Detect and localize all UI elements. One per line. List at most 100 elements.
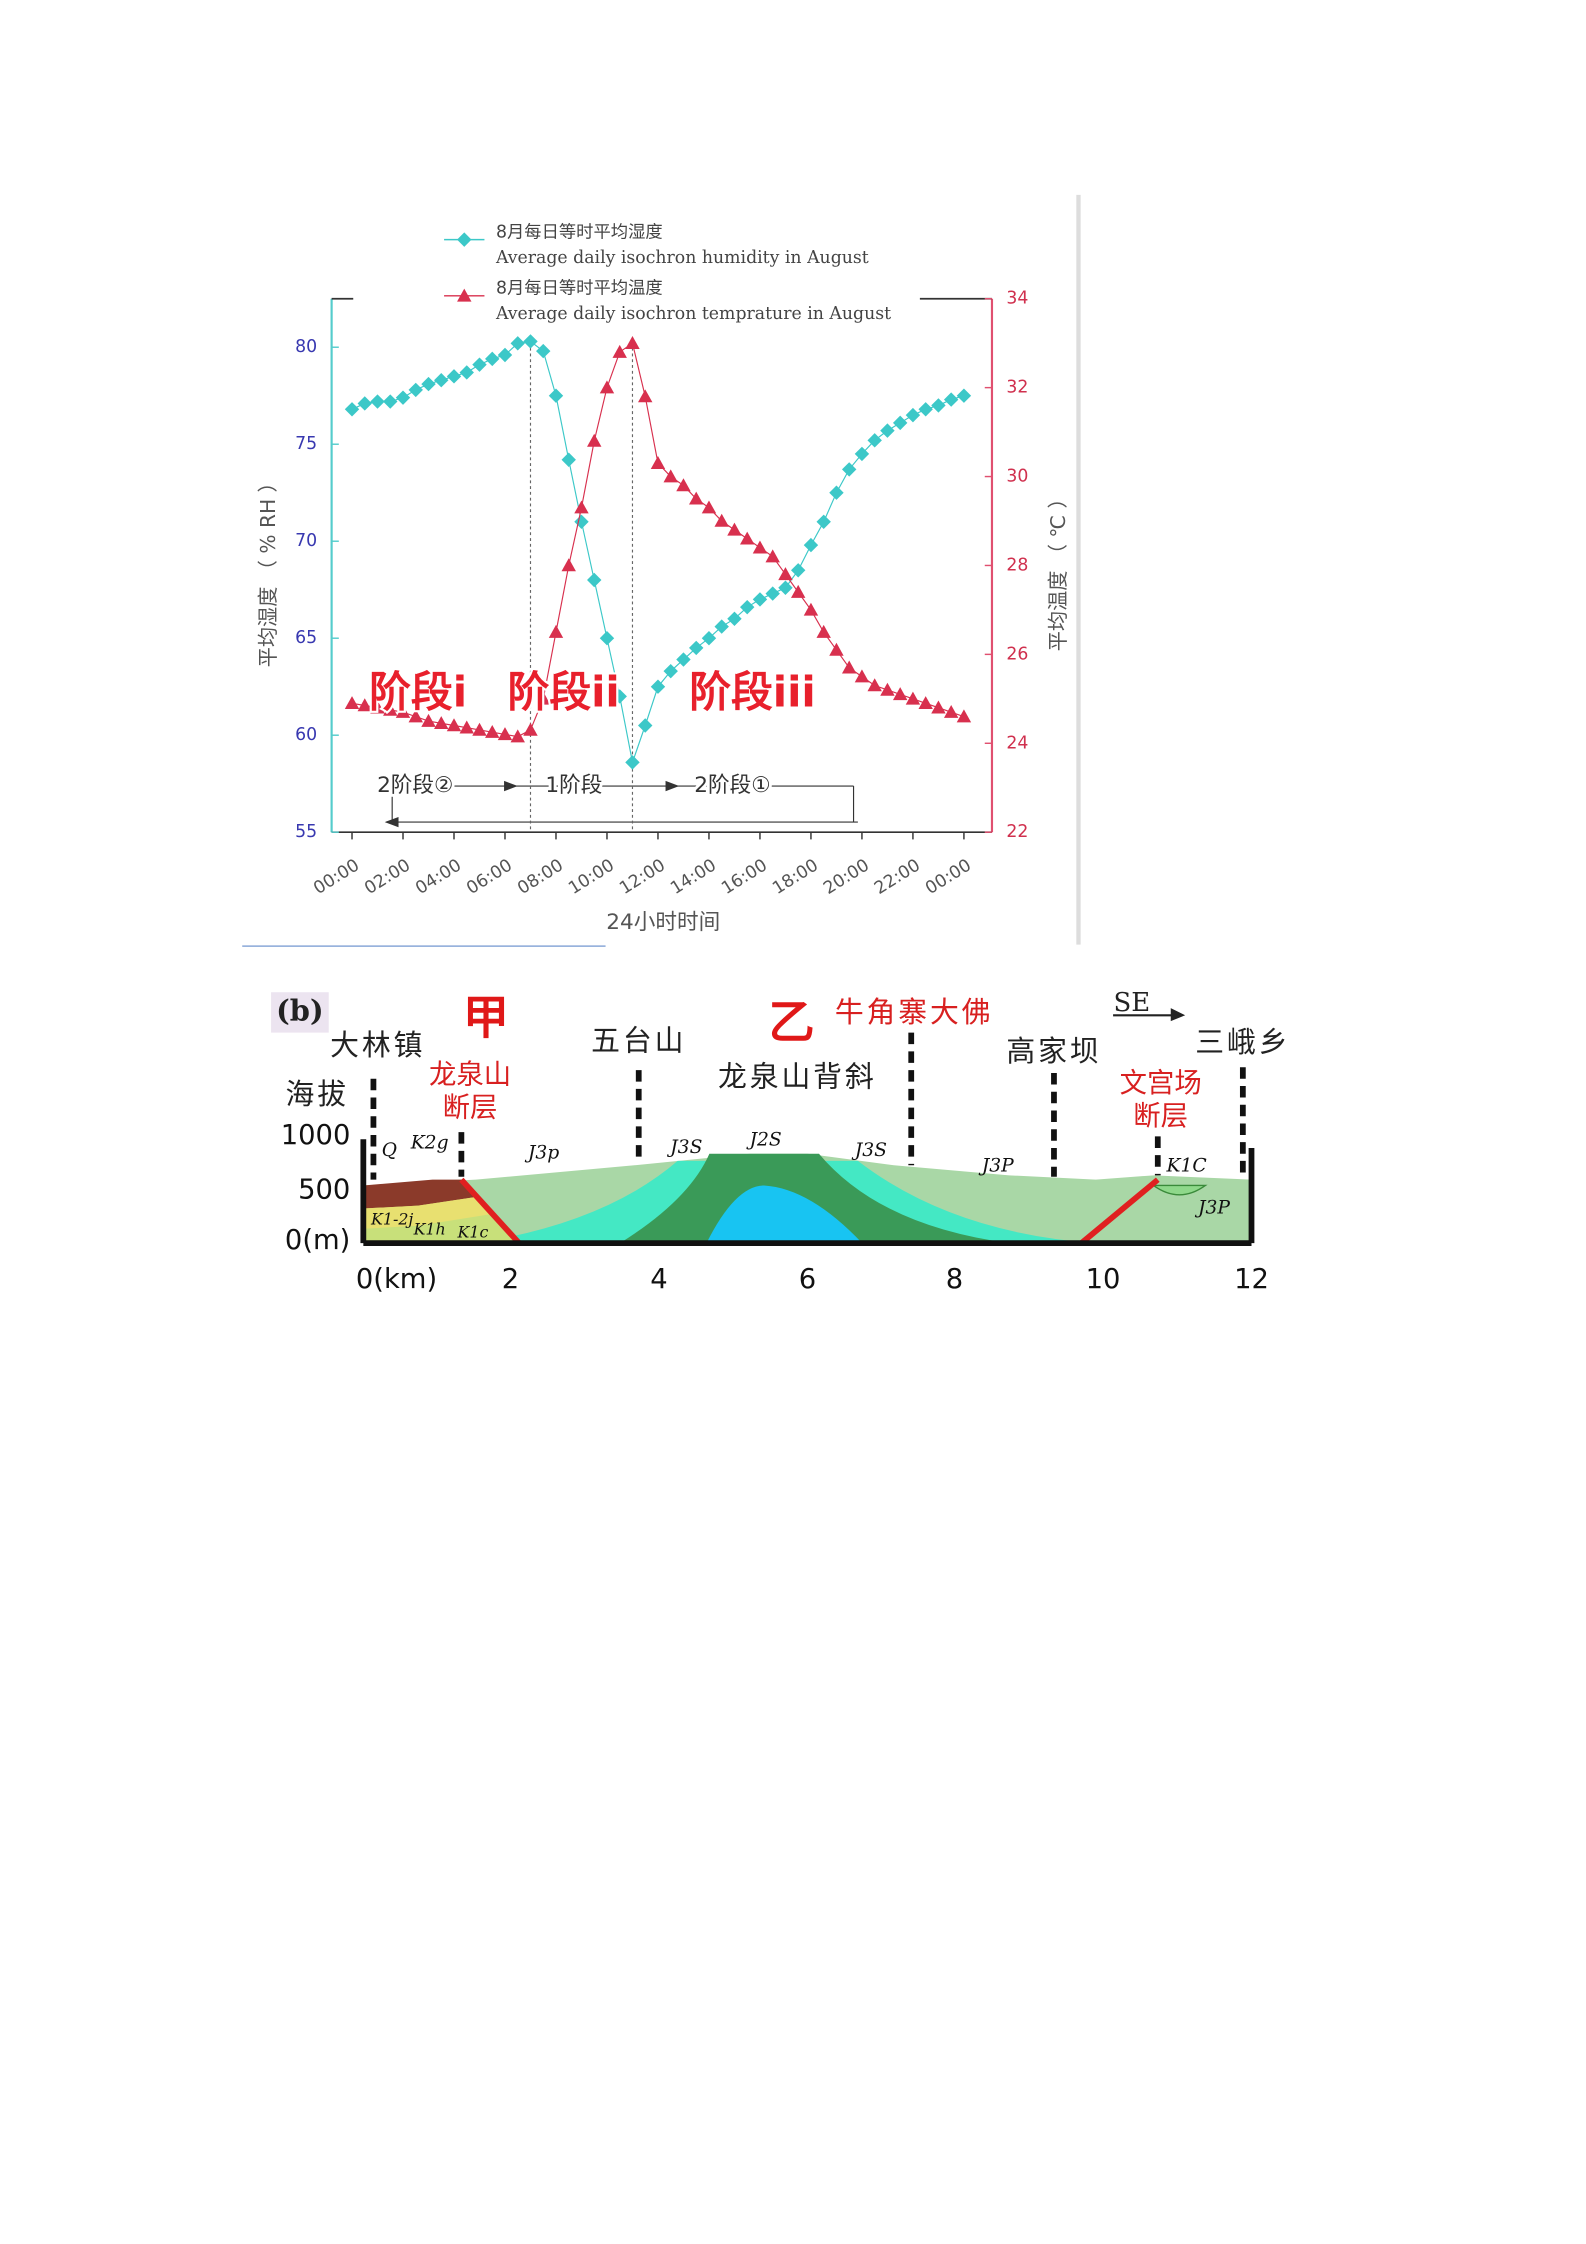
y2-tick-label: 32 bbox=[1006, 378, 1028, 398]
distance-tick: 12 bbox=[1234, 1264, 1269, 1295]
point-marker bbox=[854, 669, 870, 683]
point-marker bbox=[357, 396, 372, 411]
point-marker bbox=[841, 462, 857, 477]
point-marker bbox=[803, 537, 819, 553]
point-marker bbox=[421, 713, 436, 727]
point-marker bbox=[599, 630, 615, 646]
legend-label: 8月每日等时平均温度 bbox=[496, 279, 663, 299]
y-tick-label: 65 bbox=[295, 628, 317, 648]
layer-k2g bbox=[363, 1179, 476, 1209]
point-marker bbox=[650, 679, 666, 694]
y-axis-label: 平均湿度 （ % RH ） bbox=[256, 472, 280, 667]
cross-section: (b) SE 甲 乙 牛角寨大佛 大林镇 五台山 龙泉山背斜 高家坝 bbox=[271, 988, 1290, 1295]
point-marker bbox=[459, 720, 474, 734]
x-tick-label: 06:00 bbox=[463, 855, 516, 898]
point-marker bbox=[548, 624, 564, 638]
point-marker bbox=[587, 572, 602, 588]
legend-label: Average daily isochron humidity in Augus… bbox=[495, 248, 869, 268]
formation-label: J3P bbox=[978, 1156, 1014, 1177]
y2-tick-label: 26 bbox=[1006, 644, 1028, 664]
point-marker bbox=[612, 344, 627, 358]
fault-label: 文宫场 bbox=[1120, 1068, 1202, 1099]
point-marker bbox=[561, 452, 576, 467]
point-marker bbox=[931, 398, 946, 413]
point-marker bbox=[714, 513, 729, 527]
point-marker bbox=[676, 652, 691, 667]
elevation-tick: 500 bbox=[298, 1175, 350, 1206]
point-marker bbox=[880, 423, 895, 438]
point-marker bbox=[727, 611, 742, 627]
place-label: 龙泉山背斜 bbox=[718, 1060, 877, 1094]
formation-label: K1-2j bbox=[370, 1210, 413, 1229]
point-marker bbox=[689, 640, 704, 656]
formation-label: K2g bbox=[410, 1133, 449, 1154]
point-marker bbox=[905, 407, 921, 423]
point-marker bbox=[408, 709, 423, 723]
panel-label-bg bbox=[271, 992, 329, 1033]
fault-label: 龙泉山 bbox=[429, 1059, 511, 1090]
point-marker bbox=[854, 446, 870, 462]
place-label: 三峨乡 bbox=[1195, 1025, 1290, 1059]
arrow-head bbox=[665, 780, 680, 792]
stage-annotation: 阶段iii bbox=[689, 668, 816, 717]
formation-labels: Q K2g J3p J3S J2S J3S J3P K1C J3P K1-2j … bbox=[370, 1130, 1230, 1242]
point-marker bbox=[459, 365, 474, 380]
y-tick-label: 75 bbox=[295, 434, 317, 454]
point-marker bbox=[548, 388, 564, 403]
point-marker bbox=[778, 580, 793, 595]
x-axis-label: 24小时时间 bbox=[606, 910, 720, 935]
point-marker bbox=[701, 630, 717, 646]
point-marker bbox=[867, 678, 882, 692]
point-marker bbox=[395, 704, 411, 718]
point-marker bbox=[408, 382, 423, 398]
y2-axis-label: 平均温度 （ ℃ ） bbox=[1046, 488, 1070, 651]
point-marker bbox=[587, 433, 602, 447]
point-marker bbox=[344, 696, 360, 710]
formation-label: K1h bbox=[413, 1220, 446, 1239]
direction-arrow-head bbox=[1170, 1008, 1186, 1022]
y-tick-label: 55 bbox=[295, 822, 317, 842]
place-label: 高家坝 bbox=[1006, 1034, 1101, 1068]
x-tick-label: 18:00 bbox=[769, 855, 822, 898]
point-marker bbox=[841, 660, 857, 674]
point-marker bbox=[943, 704, 959, 718]
point-marker bbox=[370, 394, 385, 409]
point-marker bbox=[880, 682, 895, 696]
distance-tick: 4 bbox=[650, 1264, 667, 1295]
point-marker bbox=[752, 592, 768, 607]
formation-label: J2S bbox=[745, 1130, 781, 1151]
point-marker bbox=[536, 343, 551, 359]
elevation-label: 海拔 bbox=[285, 1077, 348, 1111]
point-marker bbox=[638, 389, 653, 403]
y2-tick-label: 30 bbox=[1006, 467, 1028, 487]
point-marker bbox=[663, 469, 678, 483]
direction-label: SE bbox=[1113, 988, 1150, 1018]
point-marker bbox=[485, 724, 500, 738]
x-tick-label: 16:00 bbox=[718, 855, 771, 898]
fault-line bbox=[1079, 1177, 1160, 1246]
point-marker bbox=[663, 663, 678, 679]
fault-label: 断层 bbox=[1133, 1101, 1188, 1132]
point-marker bbox=[739, 599, 755, 615]
point-marker bbox=[892, 415, 908, 431]
point-marker bbox=[650, 456, 666, 469]
point-marker bbox=[829, 485, 844, 500]
stage-arrow-label: 2阶段① bbox=[694, 773, 770, 798]
formation-label: Q bbox=[382, 1140, 397, 1161]
point-marker bbox=[765, 586, 780, 601]
y2-tick-label: 34 bbox=[1006, 289, 1028, 309]
point-marker bbox=[714, 619, 729, 634]
x-tick-label: 00:00 bbox=[922, 855, 975, 898]
point-marker bbox=[701, 500, 717, 514]
point-marker bbox=[574, 500, 589, 514]
y2-tick-label: 22 bbox=[1006, 822, 1028, 842]
point-marker bbox=[383, 702, 398, 716]
x-tick-label: 12:00 bbox=[616, 855, 669, 898]
marker-label: 甲 bbox=[463, 991, 509, 1045]
layer-k1 bbox=[363, 1196, 491, 1229]
point-marker bbox=[472, 357, 487, 372]
point-marker bbox=[446, 369, 462, 384]
distance-tick: 0(km) bbox=[356, 1264, 437, 1295]
point-marker bbox=[905, 691, 921, 705]
